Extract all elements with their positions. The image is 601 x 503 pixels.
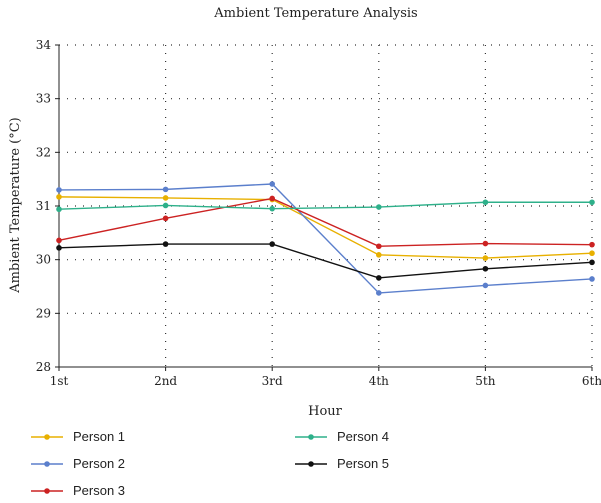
y-tick-label: 33 [36, 92, 51, 106]
data-point-person-5 [56, 245, 62, 251]
data-point-person-3 [162, 215, 169, 222]
data-point-person-1 [589, 250, 595, 257]
data-point-person-1 [376, 252, 382, 258]
series-person-3 [56, 195, 595, 250]
series-person-5 [56, 241, 595, 281]
y-tick-label: 30 [36, 253, 51, 267]
data-point-person-2 [482, 282, 489, 289]
data-point-person-5 [162, 241, 169, 247]
data-point-person-5 [269, 241, 276, 247]
legend-label: Person 2 [73, 456, 125, 471]
legend-label: Person 5 [337, 456, 389, 471]
legend-label: Person 3 [73, 483, 125, 498]
legend-item-person-4: Person 4 [295, 429, 389, 444]
y-tick-labels: 28 29 30 31 32 33 34 [36, 38, 52, 374]
data-point-person-3 [269, 195, 276, 202]
data-point-person-3 [376, 243, 382, 250]
data-point-person-4 [162, 202, 169, 209]
data-point-person-4 [269, 205, 276, 212]
data-point-person-3 [482, 240, 489, 247]
series-line-person-2 [58, 183, 593, 294]
y-tick-label: 34 [36, 38, 52, 52]
chart-title: Ambient Temperature Analysis [213, 6, 417, 21]
data-point-person-1 [56, 194, 62, 200]
series-person-1 [56, 194, 595, 261]
series-line-person-1 [58, 196, 593, 259]
legend-swatch-marker [44, 461, 50, 467]
data-point-person-4 [56, 206, 62, 213]
legend-item-person-2: Person 2 [31, 456, 125, 471]
x-tick-label: 5th [475, 374, 495, 388]
legend-item-person-5: Person 5 [295, 456, 389, 471]
axes [55, 44, 593, 371]
data-point-person-1 [162, 195, 169, 201]
x-tick-label: 3rd [262, 374, 283, 388]
data-point-person-2 [56, 187, 62, 193]
legend-label: Person 4 [337, 429, 389, 444]
x-tick-label: 1st [50, 374, 69, 388]
data-point-person-2 [269, 181, 276, 187]
series-line-person-5 [58, 243, 593, 279]
data-point-person-4 [482, 199, 489, 206]
x-tick-label: 6th [582, 374, 601, 388]
x-tick-label: 4th [369, 374, 389, 388]
y-tick-label: 28 [36, 360, 51, 374]
data-point-person-5 [376, 275, 382, 281]
legend-item-person-1: Person 1 [31, 429, 125, 444]
series-person-4 [56, 199, 595, 213]
data-point-person-3 [589, 241, 595, 248]
x-tick-label: 2nd [154, 374, 177, 388]
data-point-person-5 [589, 259, 595, 266]
series-line-person-3 [58, 197, 593, 247]
y-tick-label: 31 [36, 199, 51, 213]
data-point-person-2 [162, 186, 169, 193]
series-line-person-4 [58, 201, 592, 210]
legend-swatch-marker [308, 461, 314, 467]
data-point-person-4 [376, 204, 382, 210]
data-point-person-1 [482, 255, 489, 261]
legend-swatch-marker [44, 488, 50, 494]
series-group [56, 181, 595, 296]
y-tick-label: 32 [36, 145, 51, 159]
series-person-2 [56, 181, 595, 296]
y-axis-label: Ambient Temperature (°C) [8, 117, 23, 294]
legend: Person 1 Person 2 Person 3 Person 4 Person 5 [31, 429, 389, 498]
data-point-person-2 [589, 276, 595, 282]
x-tick-labels: 1st 2nd 3rd 4th 5th 6th [50, 374, 601, 388]
data-point-person-4 [589, 199, 595, 206]
legend-swatch-marker [308, 434, 314, 440]
x-axis-label: Hour [308, 404, 343, 419]
data-point-person-3 [56, 237, 62, 244]
legend-item-person-3: Person 3 [31, 483, 125, 498]
y-tick-label: 29 [36, 306, 51, 320]
data-point-person-2 [376, 290, 382, 296]
legend-label: Person 1 [73, 429, 125, 444]
data-point-person-5 [482, 265, 489, 272]
legend-swatch-marker [44, 434, 50, 440]
